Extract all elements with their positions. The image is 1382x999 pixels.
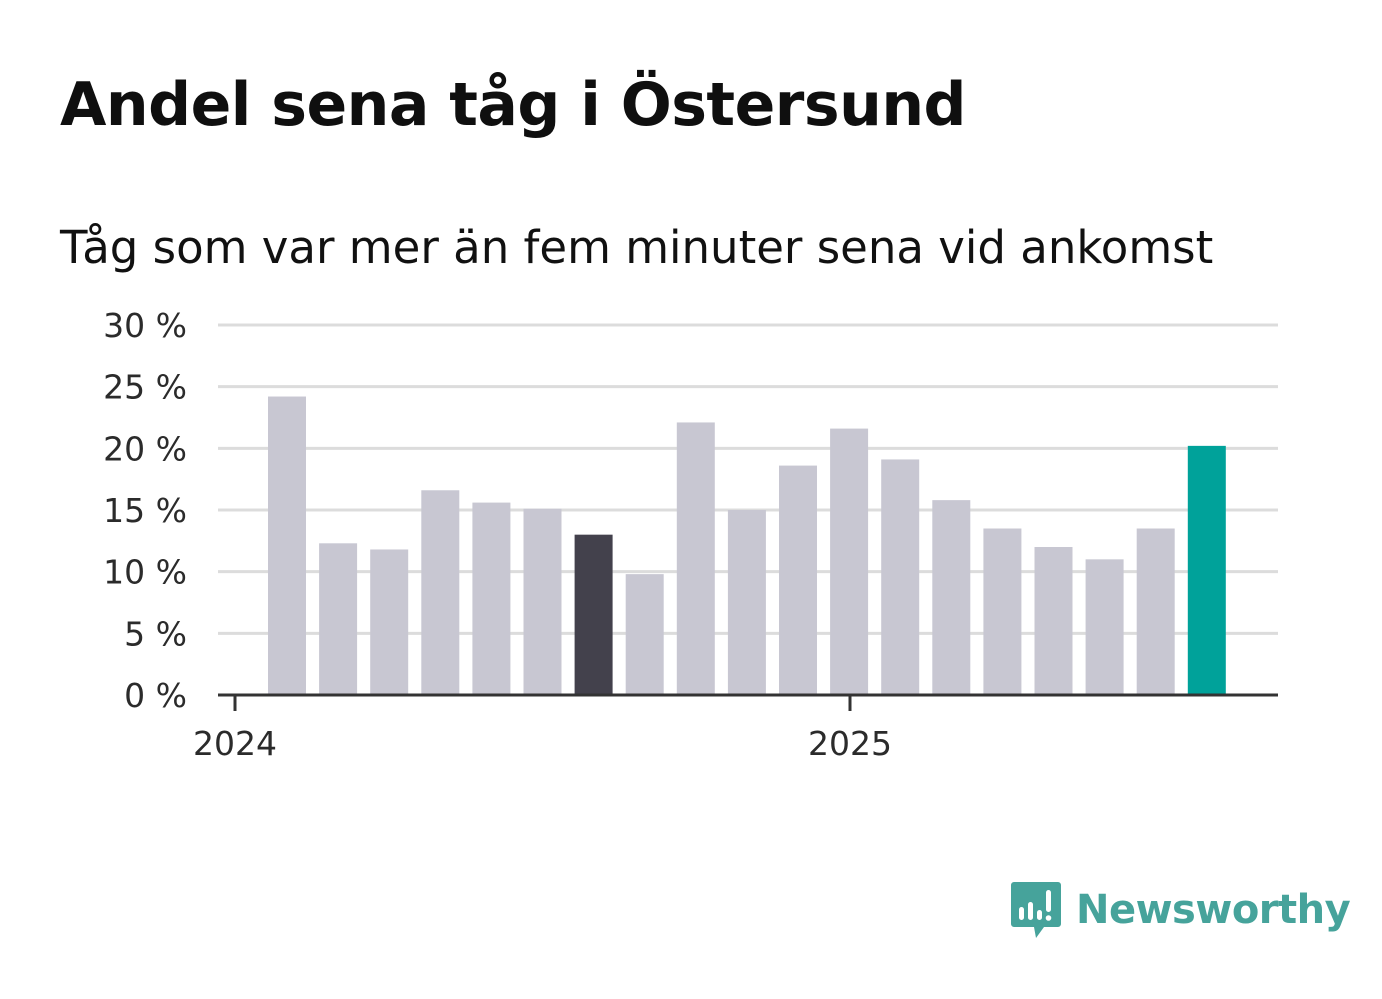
y-tick-label: 0 %: [124, 676, 187, 715]
y-tick-label: 5 %: [124, 614, 187, 653]
y-axis-labels: 0 % 5 % 10 % 15 % 20 % 25 % 30 %: [103, 306, 187, 715]
bar: [1034, 547, 1073, 695]
y-tick-label: 30 %: [103, 306, 187, 345]
bar: [268, 396, 306, 695]
bar: [319, 543, 358, 695]
y-tick-label: 10 %: [103, 553, 187, 592]
x-tick-label: 2024: [193, 724, 277, 763]
x-axis-labels: 2024 2025: [193, 724, 892, 763]
bars: [268, 396, 1226, 695]
bar: [421, 490, 460, 695]
bar: [1136, 528, 1175, 695]
bar: [1187, 445, 1226, 695]
bar: [727, 510, 766, 695]
y-tick-label: 15 %: [103, 491, 187, 530]
bar: [983, 528, 1022, 695]
newsworthy-logo-icon: [1011, 882, 1061, 938]
bar: [574, 534, 613, 695]
y-tick-label: 25 %: [103, 368, 187, 407]
chart-title: Andel sena tåg i Östersund: [60, 70, 966, 140]
bar: [932, 500, 971, 695]
bar: [370, 549, 409, 695]
bar: [779, 465, 817, 695]
x-axis: [218, 693, 1278, 711]
y-tick-label: 20 %: [103, 429, 187, 468]
bar: [881, 459, 920, 695]
bar: [523, 508, 562, 695]
brand-name: Newsworthy: [1076, 887, 1351, 933]
bar: [676, 422, 715, 695]
bar: [472, 502, 511, 695]
bar: [625, 574, 664, 695]
bar: [830, 428, 869, 695]
bar: [1085, 559, 1124, 695]
x-tick-label: 2025: [808, 724, 892, 763]
chart-subtitle: Tåg som var mer än fem minuter sena vid …: [60, 221, 1214, 274]
brand-logo: Newsworthy: [1010, 878, 1351, 942]
